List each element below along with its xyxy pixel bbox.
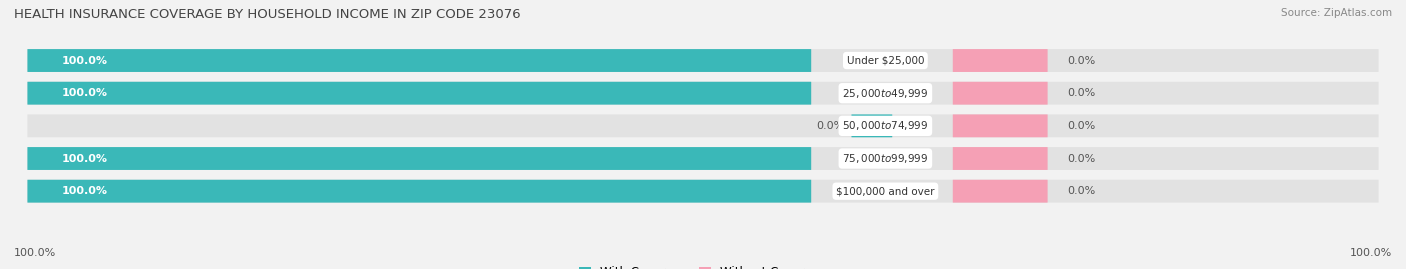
Text: 100.0%: 100.0% [62,186,107,196]
FancyBboxPatch shape [28,49,811,72]
Text: 0.0%: 0.0% [1067,55,1097,66]
Text: 100.0%: 100.0% [62,55,107,66]
FancyBboxPatch shape [28,180,811,203]
FancyBboxPatch shape [28,82,811,105]
FancyBboxPatch shape [953,147,1047,170]
FancyBboxPatch shape [28,114,1378,137]
FancyBboxPatch shape [953,49,1047,72]
Text: Source: ZipAtlas.com: Source: ZipAtlas.com [1281,8,1392,18]
FancyBboxPatch shape [953,114,1047,137]
FancyBboxPatch shape [28,147,811,170]
Text: 0.0%: 0.0% [1067,154,1097,164]
FancyBboxPatch shape [28,180,1378,203]
Text: 0.0%: 0.0% [1067,121,1097,131]
Text: 100.0%: 100.0% [14,248,56,258]
Text: HEALTH INSURANCE COVERAGE BY HOUSEHOLD INCOME IN ZIP CODE 23076: HEALTH INSURANCE COVERAGE BY HOUSEHOLD I… [14,8,520,21]
FancyBboxPatch shape [28,147,1378,170]
Text: $25,000 to $49,999: $25,000 to $49,999 [842,87,928,100]
FancyBboxPatch shape [28,49,1378,72]
Legend: With Coverage, Without Coverage: With Coverage, Without Coverage [579,266,827,269]
Text: $75,000 to $99,999: $75,000 to $99,999 [842,152,928,165]
Text: 100.0%: 100.0% [62,154,107,164]
Text: $100,000 and over: $100,000 and over [837,186,935,196]
Text: 0.0%: 0.0% [817,121,845,131]
Text: Under $25,000: Under $25,000 [846,55,924,66]
Text: $50,000 to $74,999: $50,000 to $74,999 [842,119,928,132]
Text: 0.0%: 0.0% [1067,88,1097,98]
Text: 0.0%: 0.0% [1067,186,1097,196]
FancyBboxPatch shape [28,82,1378,105]
Text: 100.0%: 100.0% [62,88,107,98]
Text: 100.0%: 100.0% [1350,248,1392,258]
FancyBboxPatch shape [852,114,893,137]
FancyBboxPatch shape [953,180,1047,203]
FancyBboxPatch shape [953,82,1047,105]
